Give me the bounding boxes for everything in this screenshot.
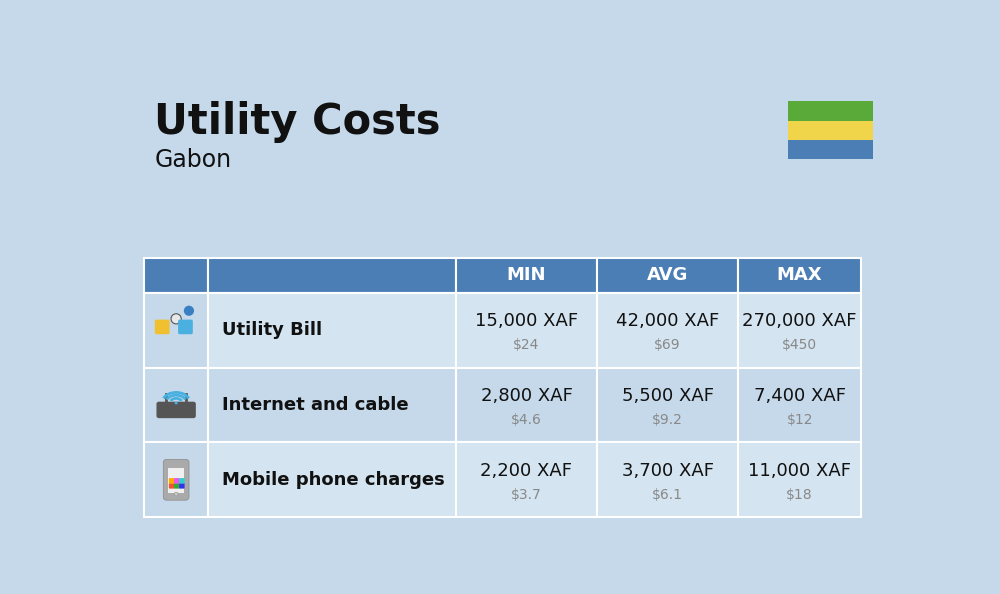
Text: MAX: MAX <box>777 266 822 285</box>
Circle shape <box>171 314 181 324</box>
Text: AVG: AVG <box>647 266 688 285</box>
FancyBboxPatch shape <box>174 483 179 489</box>
Circle shape <box>175 402 178 405</box>
Bar <box>144 293 208 368</box>
Bar <box>738 258 861 293</box>
Bar <box>788 121 873 140</box>
Bar <box>597 443 738 517</box>
Bar <box>208 293 456 368</box>
Bar <box>738 443 861 517</box>
Bar <box>144 368 208 443</box>
Bar <box>456 443 597 517</box>
Bar <box>208 258 456 293</box>
Text: 2,800 XAF: 2,800 XAF <box>481 387 572 405</box>
Bar <box>144 443 208 517</box>
Text: MIN: MIN <box>507 266 546 285</box>
Text: $450: $450 <box>782 339 817 352</box>
Bar <box>597 258 738 293</box>
FancyBboxPatch shape <box>174 478 179 484</box>
Text: Internet and cable: Internet and cable <box>222 396 409 414</box>
Text: 11,000 XAF: 11,000 XAF <box>748 462 851 480</box>
Text: 15,000 XAF: 15,000 XAF <box>475 312 578 330</box>
Bar <box>456 258 597 293</box>
Text: $6.1: $6.1 <box>652 488 683 502</box>
Text: Utility Bill: Utility Bill <box>222 321 322 339</box>
Text: $24: $24 <box>513 339 540 352</box>
Text: 7,400 XAF: 7,400 XAF <box>754 387 846 405</box>
Text: $69: $69 <box>654 339 681 352</box>
Text: $4.6: $4.6 <box>511 413 542 427</box>
Bar <box>738 293 861 368</box>
Bar <box>208 443 456 517</box>
Text: Mobile phone charges: Mobile phone charges <box>222 471 445 489</box>
FancyBboxPatch shape <box>163 459 189 500</box>
FancyBboxPatch shape <box>169 478 174 484</box>
Bar <box>456 293 597 368</box>
FancyBboxPatch shape <box>179 483 185 489</box>
Bar <box>788 102 873 121</box>
Text: Gabon: Gabon <box>154 147 232 172</box>
Text: $18: $18 <box>786 488 813 502</box>
Text: 2,200 XAF: 2,200 XAF <box>480 462 572 480</box>
Text: 3,700 XAF: 3,700 XAF <box>622 462 714 480</box>
Bar <box>144 258 208 293</box>
Bar <box>738 368 861 443</box>
Bar <box>208 368 456 443</box>
Text: $9.2: $9.2 <box>652 413 683 427</box>
Text: 5,500 XAF: 5,500 XAF <box>622 387 714 405</box>
Circle shape <box>174 492 178 496</box>
Text: $12: $12 <box>786 413 813 427</box>
FancyBboxPatch shape <box>178 320 193 334</box>
FancyBboxPatch shape <box>168 467 184 493</box>
Bar <box>597 293 738 368</box>
FancyBboxPatch shape <box>155 320 170 334</box>
Text: $3.7: $3.7 <box>511 488 542 502</box>
Text: 270,000 XAF: 270,000 XAF <box>742 312 857 330</box>
FancyBboxPatch shape <box>179 478 185 484</box>
Text: Utility Costs: Utility Costs <box>154 102 441 143</box>
Text: 42,000 XAF: 42,000 XAF <box>616 312 719 330</box>
Bar <box>597 368 738 443</box>
Bar <box>456 368 597 443</box>
Circle shape <box>184 306 194 316</box>
FancyBboxPatch shape <box>156 402 196 418</box>
Bar <box>788 140 873 159</box>
FancyBboxPatch shape <box>169 483 174 489</box>
